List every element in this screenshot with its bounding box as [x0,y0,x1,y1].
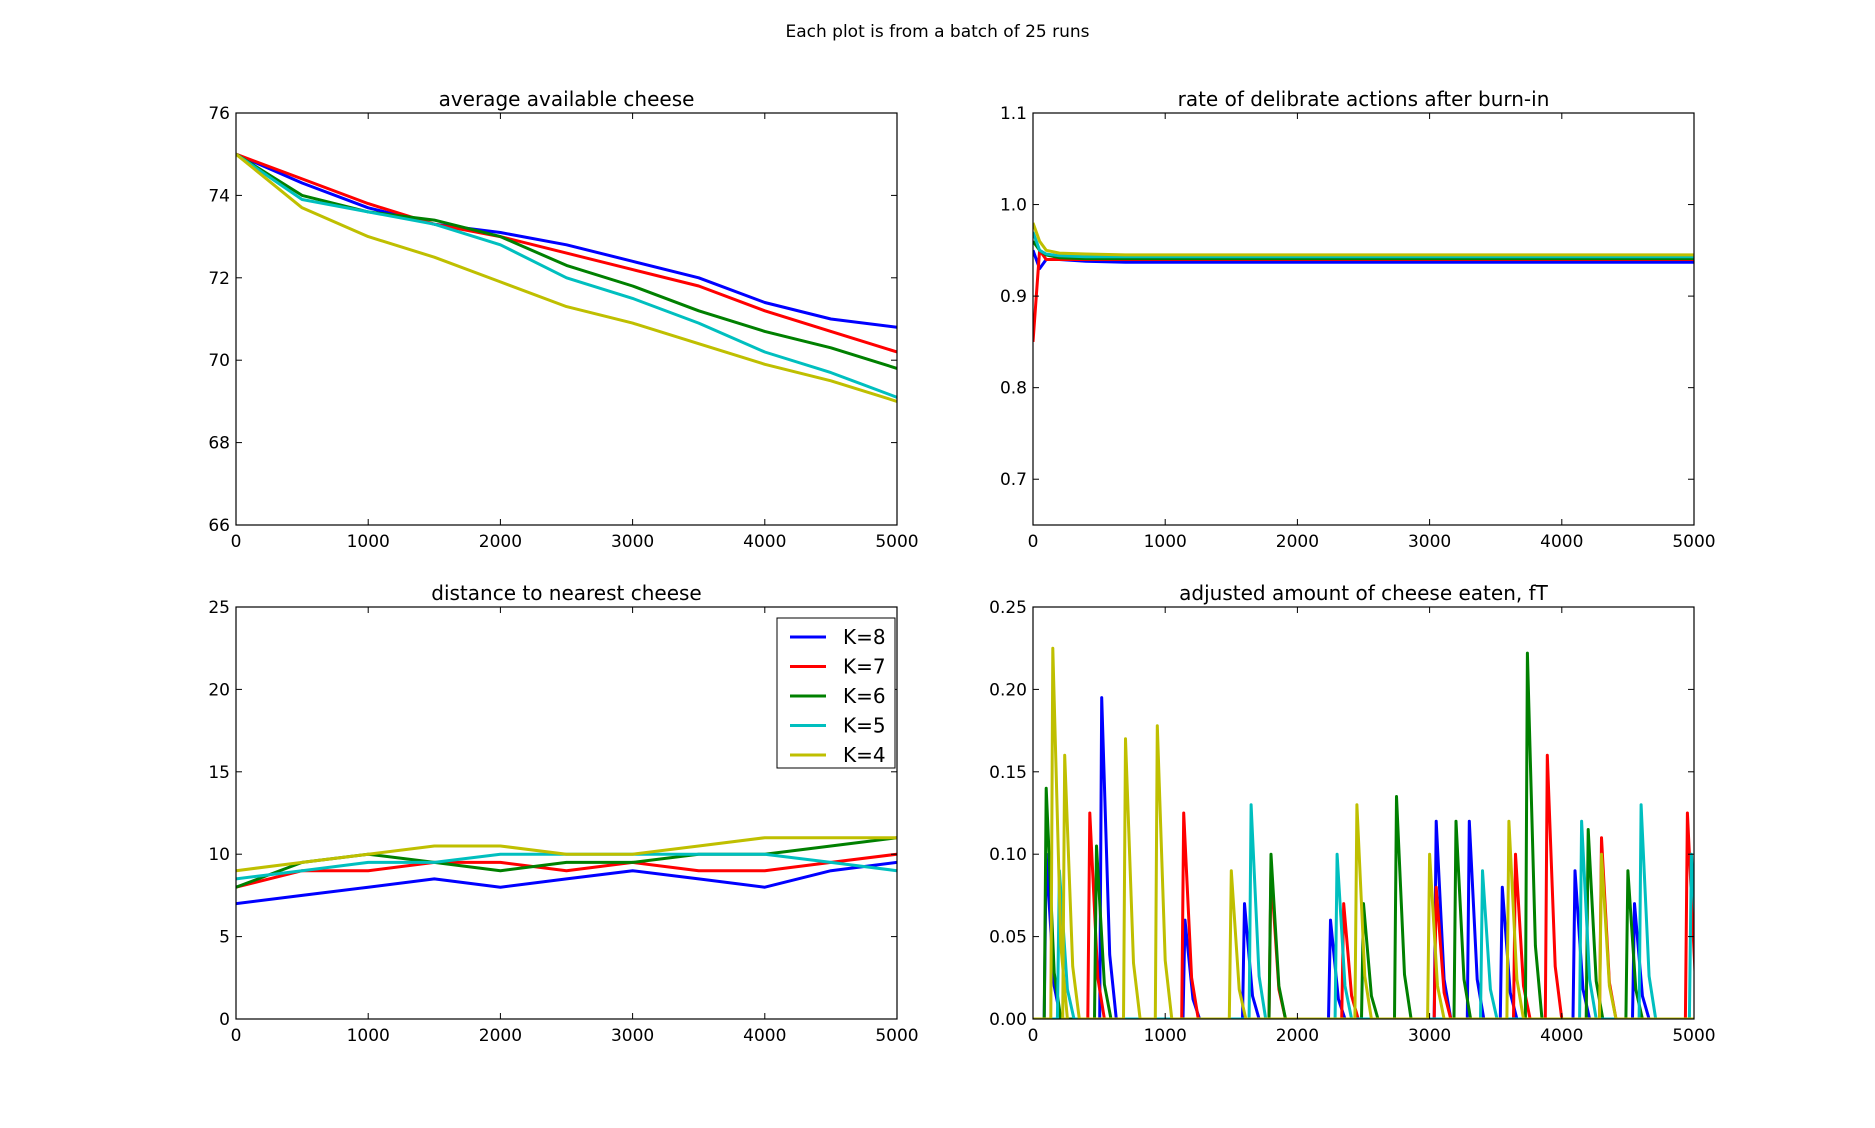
plot-adjusted-cheese-eaten: adjusted amount of cheese eaten, fT 0 100… [989,581,1715,1046]
x-tick-label: 0 [1028,532,1039,552]
legend-label: K=8 [843,625,886,649]
y-tick-label: 72 [208,269,230,289]
plot-title: rate of delibrate actions after burn-in [1178,87,1550,111]
axes-frame [235,606,898,1020]
axes-frame [235,112,898,526]
series-line-k6 [1033,651,1694,1019]
y-tick-label: 0.00 [989,1010,1027,1030]
x-tick-label: 3000 [611,1026,654,1046]
legend: K=8 K=7 K=6 K=5 K=4 [776,617,896,769]
y-tick-label: 66 [208,516,230,536]
legend-label: K=7 [843,655,886,679]
y-tick-label: 0.8 [1000,379,1027,399]
plot-average-available-cheese: average available cheese 0 1000 2000 3000 40… [208,87,918,552]
series-line-k5 [1033,803,1694,1019]
series-line-k5 [1033,231,1694,259]
x-tick-label: 2000 [479,1026,522,1046]
series-line-k7 [236,152,897,354]
series-line-k4 [1033,222,1694,257]
series-line-k4 [236,153,897,403]
y-tick-label: 0.05 [989,928,1027,948]
x-tick-label: 0 [231,532,242,552]
x-tick-label: 1000 [347,532,390,552]
x-tick-label: 0 [231,1026,242,1046]
y-tick-label: 76 [208,104,230,124]
legend-label: K=6 [843,684,886,708]
legend-label: K=5 [843,714,886,738]
x-tick-label: 2000 [1276,532,1319,552]
x-tick-label: 5000 [875,532,918,552]
y-tick-label: 0.20 [989,680,1027,700]
plot-distance-to-nearest-cheese: distance to nearest cheese 0 1000 2000 3000… [208,581,918,1046]
x-tick-label: 5000 [1672,532,1715,552]
plot-title: adjusted amount of cheese eaten, fT [1179,581,1548,605]
plot-area [1033,222,1694,343]
y-tick-label: 74 [208,186,230,206]
x-tick-label: 2000 [1276,1026,1319,1046]
plot-area [1033,646,1694,1019]
plot-area [236,152,897,403]
plot-area [236,836,897,906]
x-tick-label: 2000 [479,532,522,552]
x-tick-label: 3000 [1408,532,1451,552]
plot-title: distance to nearest cheese [431,581,702,605]
y-tick-label: 5 [219,928,230,948]
plot-rate-of-delibrate-actions: rate of delibrate actions after burn-in … [1000,87,1716,552]
x-tick-label: 4000 [1540,1026,1583,1046]
figure-suptitle: Each plot is from a batch of 25 runs [785,22,1089,42]
series-line-k7 [1033,248,1694,343]
y-tick-label: 0 [219,1010,230,1030]
series-line-k7 [236,852,897,889]
x-tick-label: 0 [1028,1026,1039,1046]
y-tick-label: 10 [208,845,230,865]
x-tick-label: 5000 [875,1026,918,1046]
y-tick-label: 1.0 [1000,196,1027,216]
plot-title: average available cheese [439,87,695,111]
axes-frame [1032,112,1695,526]
y-tick-label: 0.15 [989,763,1027,783]
x-tick-label: 4000 [743,1026,786,1046]
y-tick-label: 20 [208,680,230,700]
series-line-k4 [1033,646,1694,1019]
series-line-k8 [1033,249,1694,271]
y-tick-label: 0.9 [1000,287,1027,307]
x-tick-label: 1000 [1144,1026,1187,1046]
x-tick-label: 1000 [1144,532,1187,552]
series-line-k4 [236,836,897,873]
series-line-k8 [236,152,897,329]
x-tick-label: 3000 [611,532,654,552]
legend-label: K=4 [843,743,886,767]
x-tick-label: 5000 [1672,1026,1715,1046]
series-line-k5 [236,152,897,399]
y-tick-label: 68 [208,434,230,454]
y-tick-label: 70 [208,351,230,371]
series-line-k8 [1033,696,1694,1019]
y-tick-label: 25 [208,598,230,618]
x-tick-label: 1000 [347,1026,390,1046]
y-tick-label: 15 [208,763,230,783]
legend-box [776,617,896,769]
series-line-k6 [236,152,897,370]
y-tick-label: 0.7 [1000,470,1027,490]
series-line-k8 [236,860,897,906]
x-tick-label: 4000 [743,532,786,552]
axes-frame [1032,606,1695,1020]
y-tick-label: 0.10 [989,845,1027,865]
y-tick-label: 0.25 [989,598,1027,618]
x-tick-label: 3000 [1408,1026,1451,1046]
x-tick-label: 4000 [1540,532,1583,552]
y-tick-label: 1.1 [1000,104,1027,124]
